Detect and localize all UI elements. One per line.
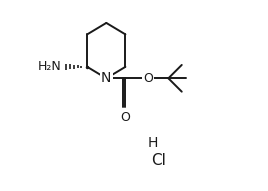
Text: H: H [148, 136, 158, 150]
Text: H₂N: H₂N [38, 60, 61, 73]
Text: N: N [101, 71, 111, 85]
Text: Cl: Cl [151, 153, 166, 168]
Text: O: O [121, 111, 130, 124]
Text: O: O [143, 72, 153, 85]
